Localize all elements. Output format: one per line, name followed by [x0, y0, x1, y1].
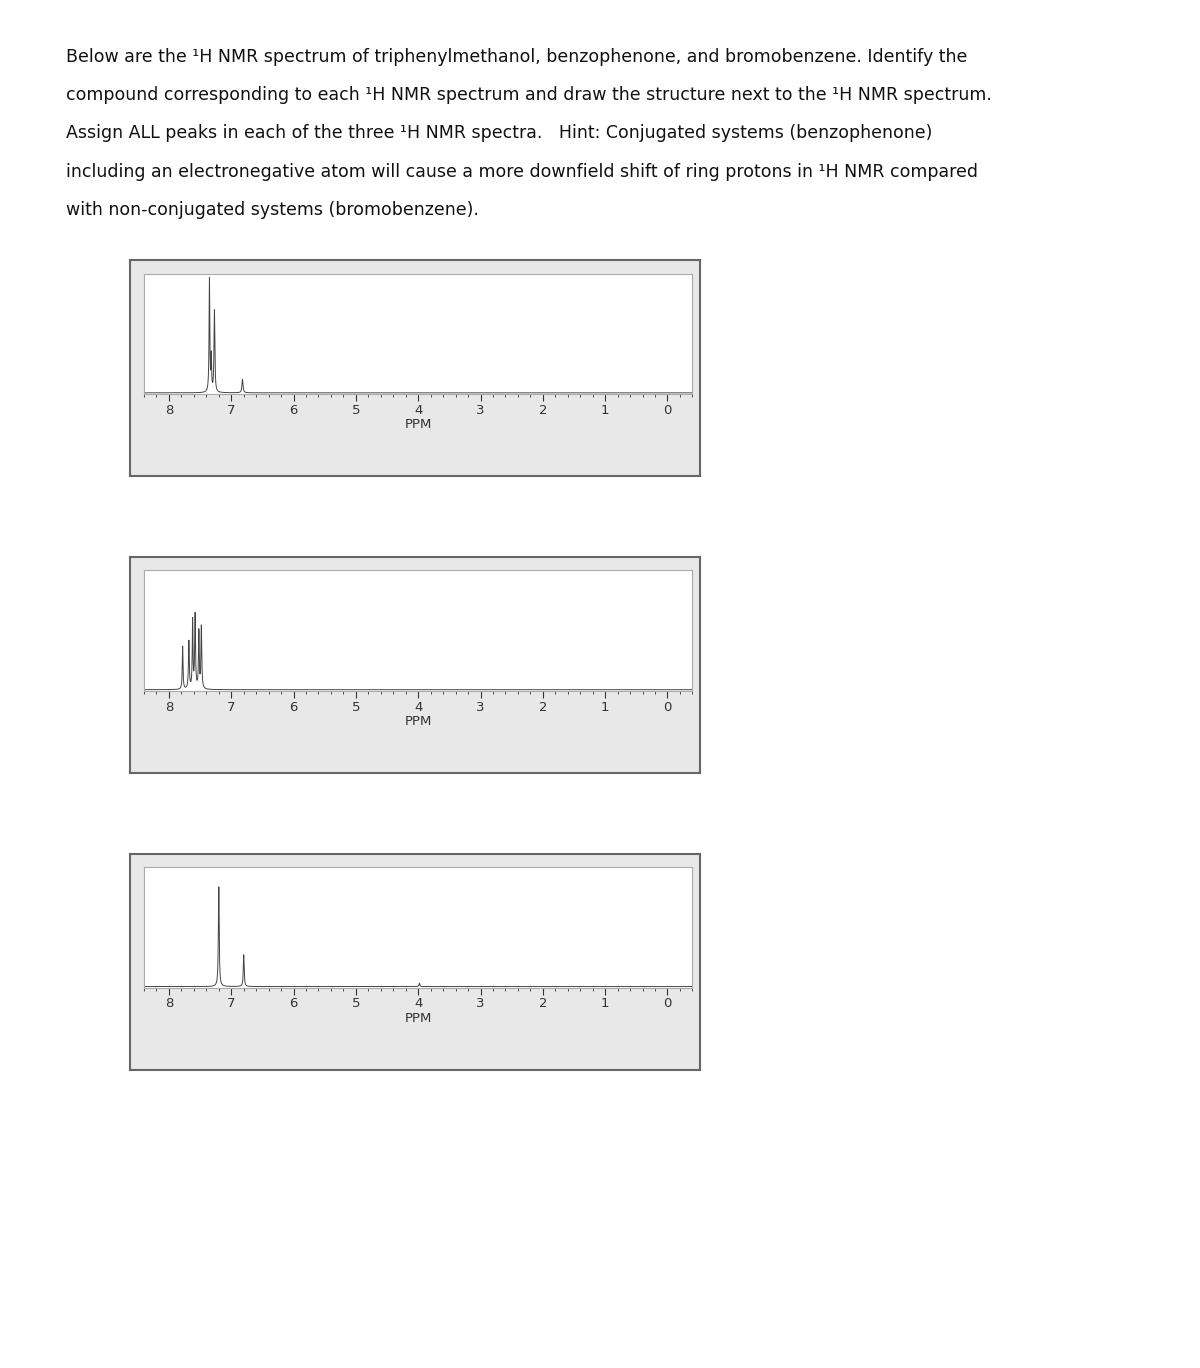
X-axis label: PPM: PPM	[404, 419, 432, 431]
Text: Below are the ¹H NMR spectrum of triphenylmethanol, benzophenone, and bromobenze: Below are the ¹H NMR spectrum of triphen…	[66, 48, 967, 66]
Text: Assign ALL peaks in each of the three ¹H NMR spectra.   Hint: Conjugated systems: Assign ALL peaks in each of the three ¹H…	[66, 124, 932, 142]
Text: compound corresponding to each ¹H NMR spectrum and draw the structure next to th: compound corresponding to each ¹H NMR sp…	[66, 86, 992, 104]
Text: with non-conjugated systems (bromobenzene).: with non-conjugated systems (bromobenzen…	[66, 201, 479, 219]
Text: including an electronegative atom will cause a more downfield shift of ring prot: including an electronegative atom will c…	[66, 163, 978, 181]
X-axis label: PPM: PPM	[404, 1012, 432, 1025]
X-axis label: PPM: PPM	[404, 715, 432, 728]
